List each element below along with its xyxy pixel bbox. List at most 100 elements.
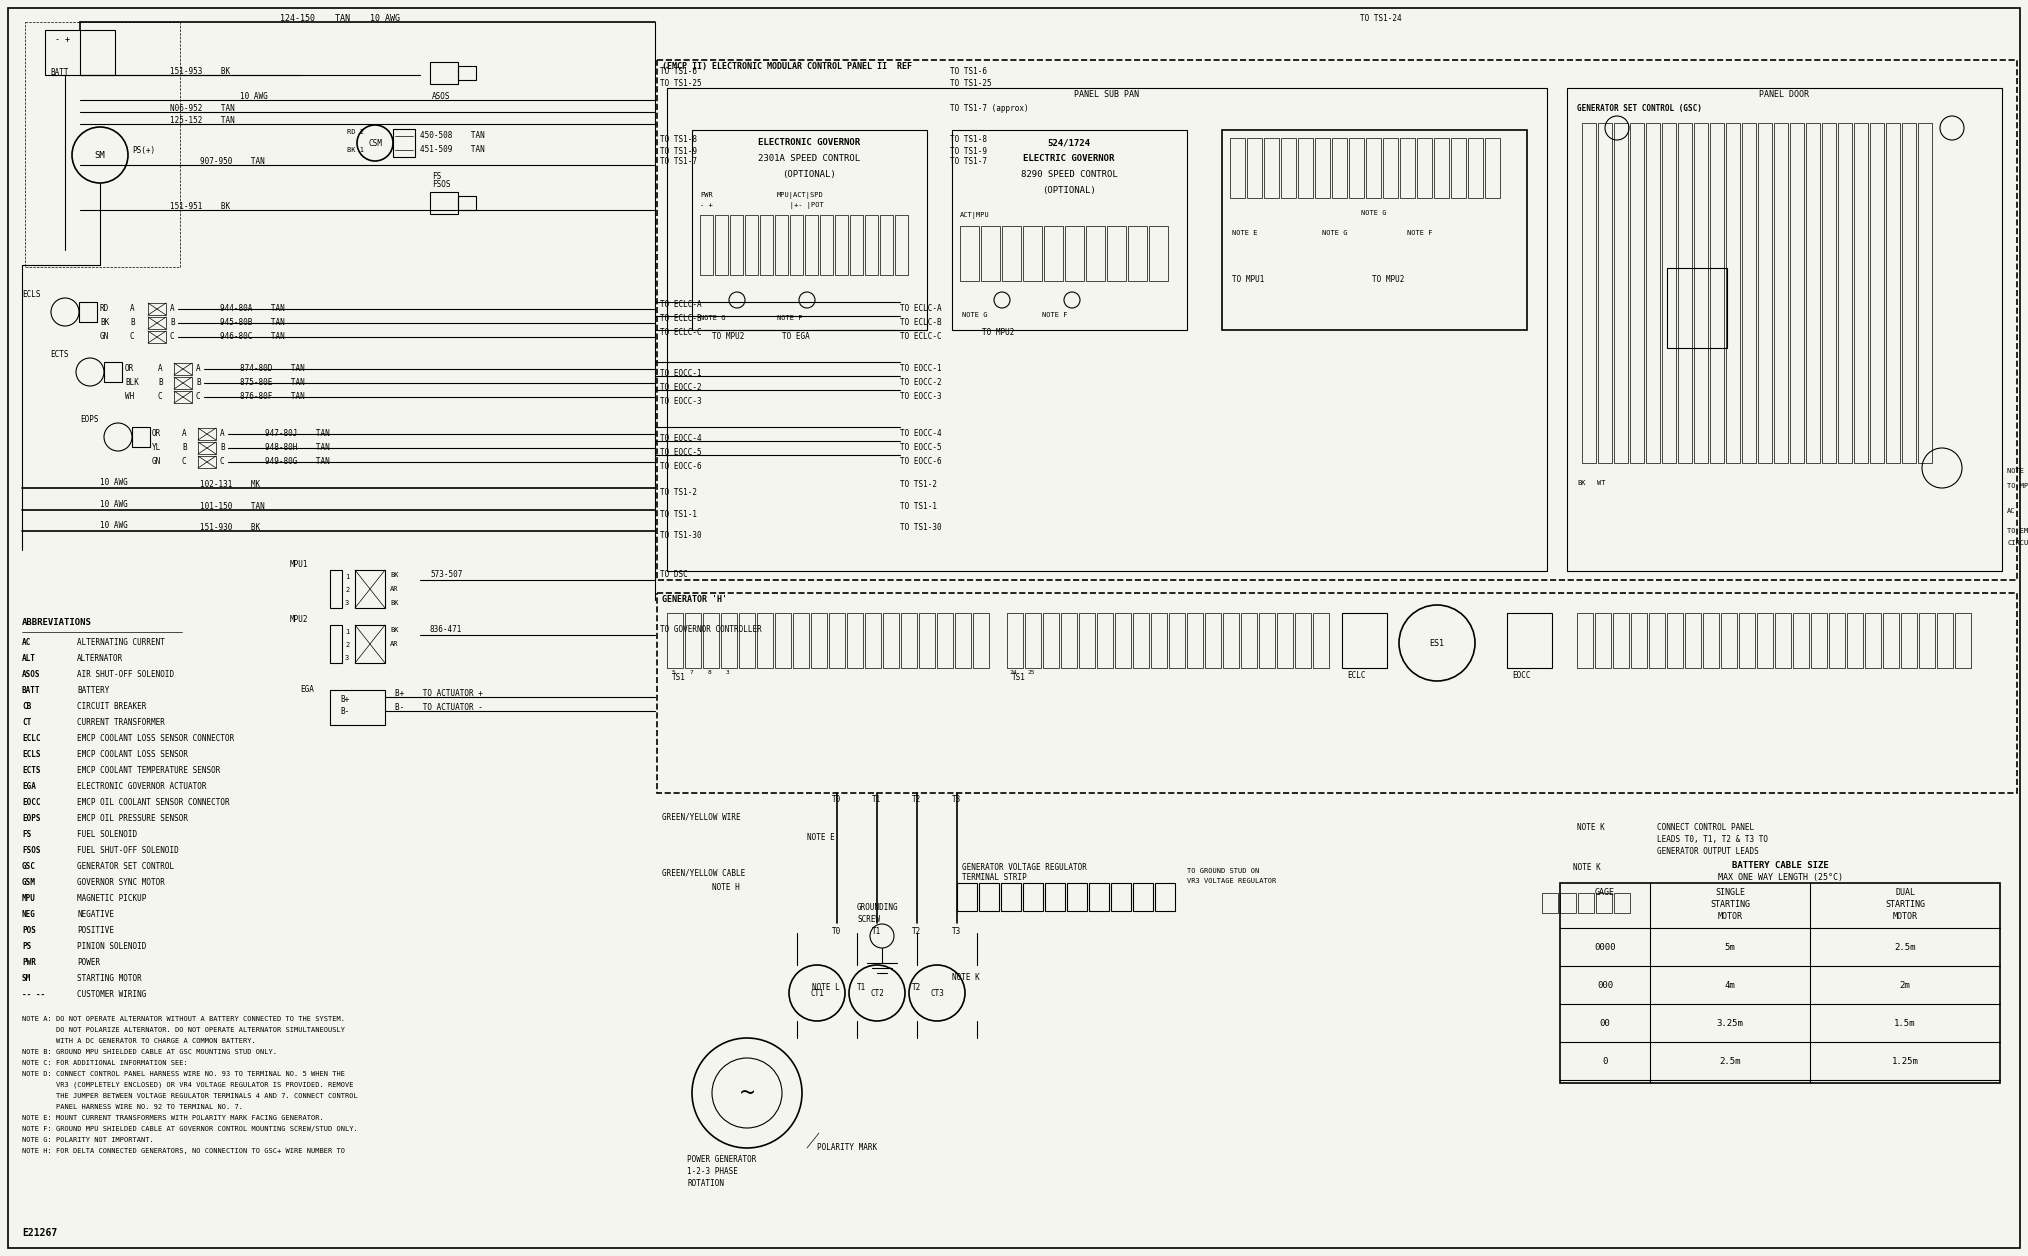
Bar xyxy=(331,625,343,663)
Bar xyxy=(1955,613,1971,668)
Text: BATT: BATT xyxy=(22,686,41,695)
Text: A: A xyxy=(197,364,201,373)
Bar xyxy=(1079,613,1095,668)
Bar xyxy=(1821,123,1835,463)
Text: BATTERY: BATTERY xyxy=(77,686,110,695)
Text: AR: AR xyxy=(389,587,397,592)
Text: TO EOCC-5: TO EOCC-5 xyxy=(659,448,702,457)
Text: TO DSC: TO DSC xyxy=(659,570,687,579)
Bar xyxy=(1811,613,1827,668)
Bar xyxy=(1042,613,1059,668)
Text: AC: AC xyxy=(2008,507,2016,514)
Text: PS: PS xyxy=(22,942,30,951)
Text: NOTE K: NOTE K xyxy=(951,973,980,982)
Text: 7: 7 xyxy=(690,669,694,674)
Text: GAGE: GAGE xyxy=(1594,888,1614,897)
Bar xyxy=(1312,613,1328,668)
Text: 1-2-3 PHASE: 1-2-3 PHASE xyxy=(687,1167,738,1176)
Text: PANEL HARNESS WIRE NO. 92 TO TERMINAL NO. 7.: PANEL HARNESS WIRE NO. 92 TO TERMINAL NO… xyxy=(22,1104,243,1110)
Bar xyxy=(1774,123,1789,463)
Text: TS1: TS1 xyxy=(671,673,685,682)
Bar xyxy=(1134,613,1150,668)
Text: |+- |POT: |+- |POT xyxy=(777,202,823,208)
Bar xyxy=(819,215,834,275)
Text: 0000: 0000 xyxy=(1594,942,1616,952)
Bar xyxy=(1631,613,1647,668)
Bar xyxy=(1807,123,1819,463)
Bar xyxy=(685,613,702,668)
Bar xyxy=(1150,226,1168,281)
Bar xyxy=(148,332,166,343)
Text: TO TS1-6: TO TS1-6 xyxy=(659,67,698,77)
Text: (OPTIONAL): (OPTIONAL) xyxy=(1042,186,1095,195)
Text: DO NOT POLARIZE ALTERNATOR. DO NOT OPERATE ALTERNATOR SIMULTANEOUSLY: DO NOT POLARIZE ALTERNATOR. DO NOT OPERA… xyxy=(22,1027,345,1032)
Text: 24: 24 xyxy=(1010,669,1016,674)
Bar xyxy=(1332,138,1347,198)
Text: 1.5m: 1.5m xyxy=(1894,1019,1916,1027)
Text: ASOS: ASOS xyxy=(22,669,41,679)
Text: EGA: EGA xyxy=(22,782,37,791)
Text: POWER: POWER xyxy=(77,958,99,967)
Bar xyxy=(1298,138,1312,198)
Text: CONNECT CONTROL PANEL: CONNECT CONTROL PANEL xyxy=(1657,823,1754,831)
Text: -- --: -- -- xyxy=(22,990,45,999)
Text: GOVERNOR SYNC MOTOR: GOVERNOR SYNC MOTOR xyxy=(77,878,164,887)
Text: (OPTIONAL): (OPTIONAL) xyxy=(783,170,836,180)
Text: ECTS: ECTS xyxy=(51,350,69,359)
Bar xyxy=(1168,613,1184,668)
Text: GSC: GSC xyxy=(22,862,37,870)
Bar xyxy=(1793,613,1809,668)
Bar xyxy=(1061,613,1077,668)
Text: 5m: 5m xyxy=(1724,942,1736,952)
Bar xyxy=(1097,613,1113,668)
Text: NOTE L: NOTE L xyxy=(811,983,840,992)
Text: CT3: CT3 xyxy=(931,988,943,997)
Text: FS: FS xyxy=(22,830,30,839)
Text: AC: AC xyxy=(22,638,30,647)
Text: TO MPU1: TO MPU1 xyxy=(2008,484,2028,489)
Text: SM: SM xyxy=(22,973,30,983)
Bar xyxy=(730,215,742,275)
Text: NOTE G: NOTE G xyxy=(961,311,988,318)
Text: TO EOCC-6: TO EOCC-6 xyxy=(659,462,702,471)
Text: PINION SOLENOID: PINION SOLENOID xyxy=(77,942,146,951)
Bar xyxy=(692,131,927,330)
Bar xyxy=(1067,883,1087,911)
Bar xyxy=(1241,613,1257,668)
Bar xyxy=(850,215,864,275)
Bar xyxy=(1115,613,1132,668)
Text: GREEN/YELLOW WIRE: GREEN/YELLOW WIRE xyxy=(661,813,740,821)
Text: 836-471: 836-471 xyxy=(430,625,462,634)
Text: TO TS1-1: TO TS1-1 xyxy=(900,502,937,511)
Bar xyxy=(1541,893,1558,913)
Text: B: B xyxy=(219,443,225,452)
Text: FS: FS xyxy=(432,172,442,181)
Bar xyxy=(199,456,217,468)
Text: PWR: PWR xyxy=(22,958,37,967)
Bar xyxy=(1022,226,1042,281)
Bar xyxy=(393,129,416,157)
Bar xyxy=(900,613,917,668)
Bar xyxy=(775,613,791,668)
Bar xyxy=(1693,123,1708,463)
Text: EMCP OIL COOLANT SENSOR CONNECTOR: EMCP OIL COOLANT SENSOR CONNECTOR xyxy=(77,798,229,808)
Text: 4m: 4m xyxy=(1724,981,1736,990)
Bar xyxy=(982,226,1000,281)
Bar xyxy=(704,613,720,668)
Bar xyxy=(148,303,166,315)
Text: 949-80G    TAN: 949-80G TAN xyxy=(266,457,331,466)
Bar xyxy=(1578,893,1594,913)
Text: B-: B- xyxy=(341,707,349,716)
Bar xyxy=(1854,123,1868,463)
Text: T3: T3 xyxy=(951,795,961,804)
Text: T2: T2 xyxy=(913,795,921,804)
Bar xyxy=(1089,883,1109,911)
Text: BK: BK xyxy=(389,600,397,605)
Text: TO ECLC-C: TO ECLC-C xyxy=(900,332,941,340)
Text: 8: 8 xyxy=(708,669,712,674)
Bar xyxy=(1560,883,2000,1083)
Text: ELECTRONIC GOVERNOR ACTUATOR: ELECTRONIC GOVERNOR ACTUATOR xyxy=(77,782,207,791)
Bar xyxy=(959,226,980,281)
Text: MAGNETIC PICKUP: MAGNETIC PICKUP xyxy=(77,894,146,903)
Text: PANEL DOOR: PANEL DOOR xyxy=(1758,90,1809,99)
